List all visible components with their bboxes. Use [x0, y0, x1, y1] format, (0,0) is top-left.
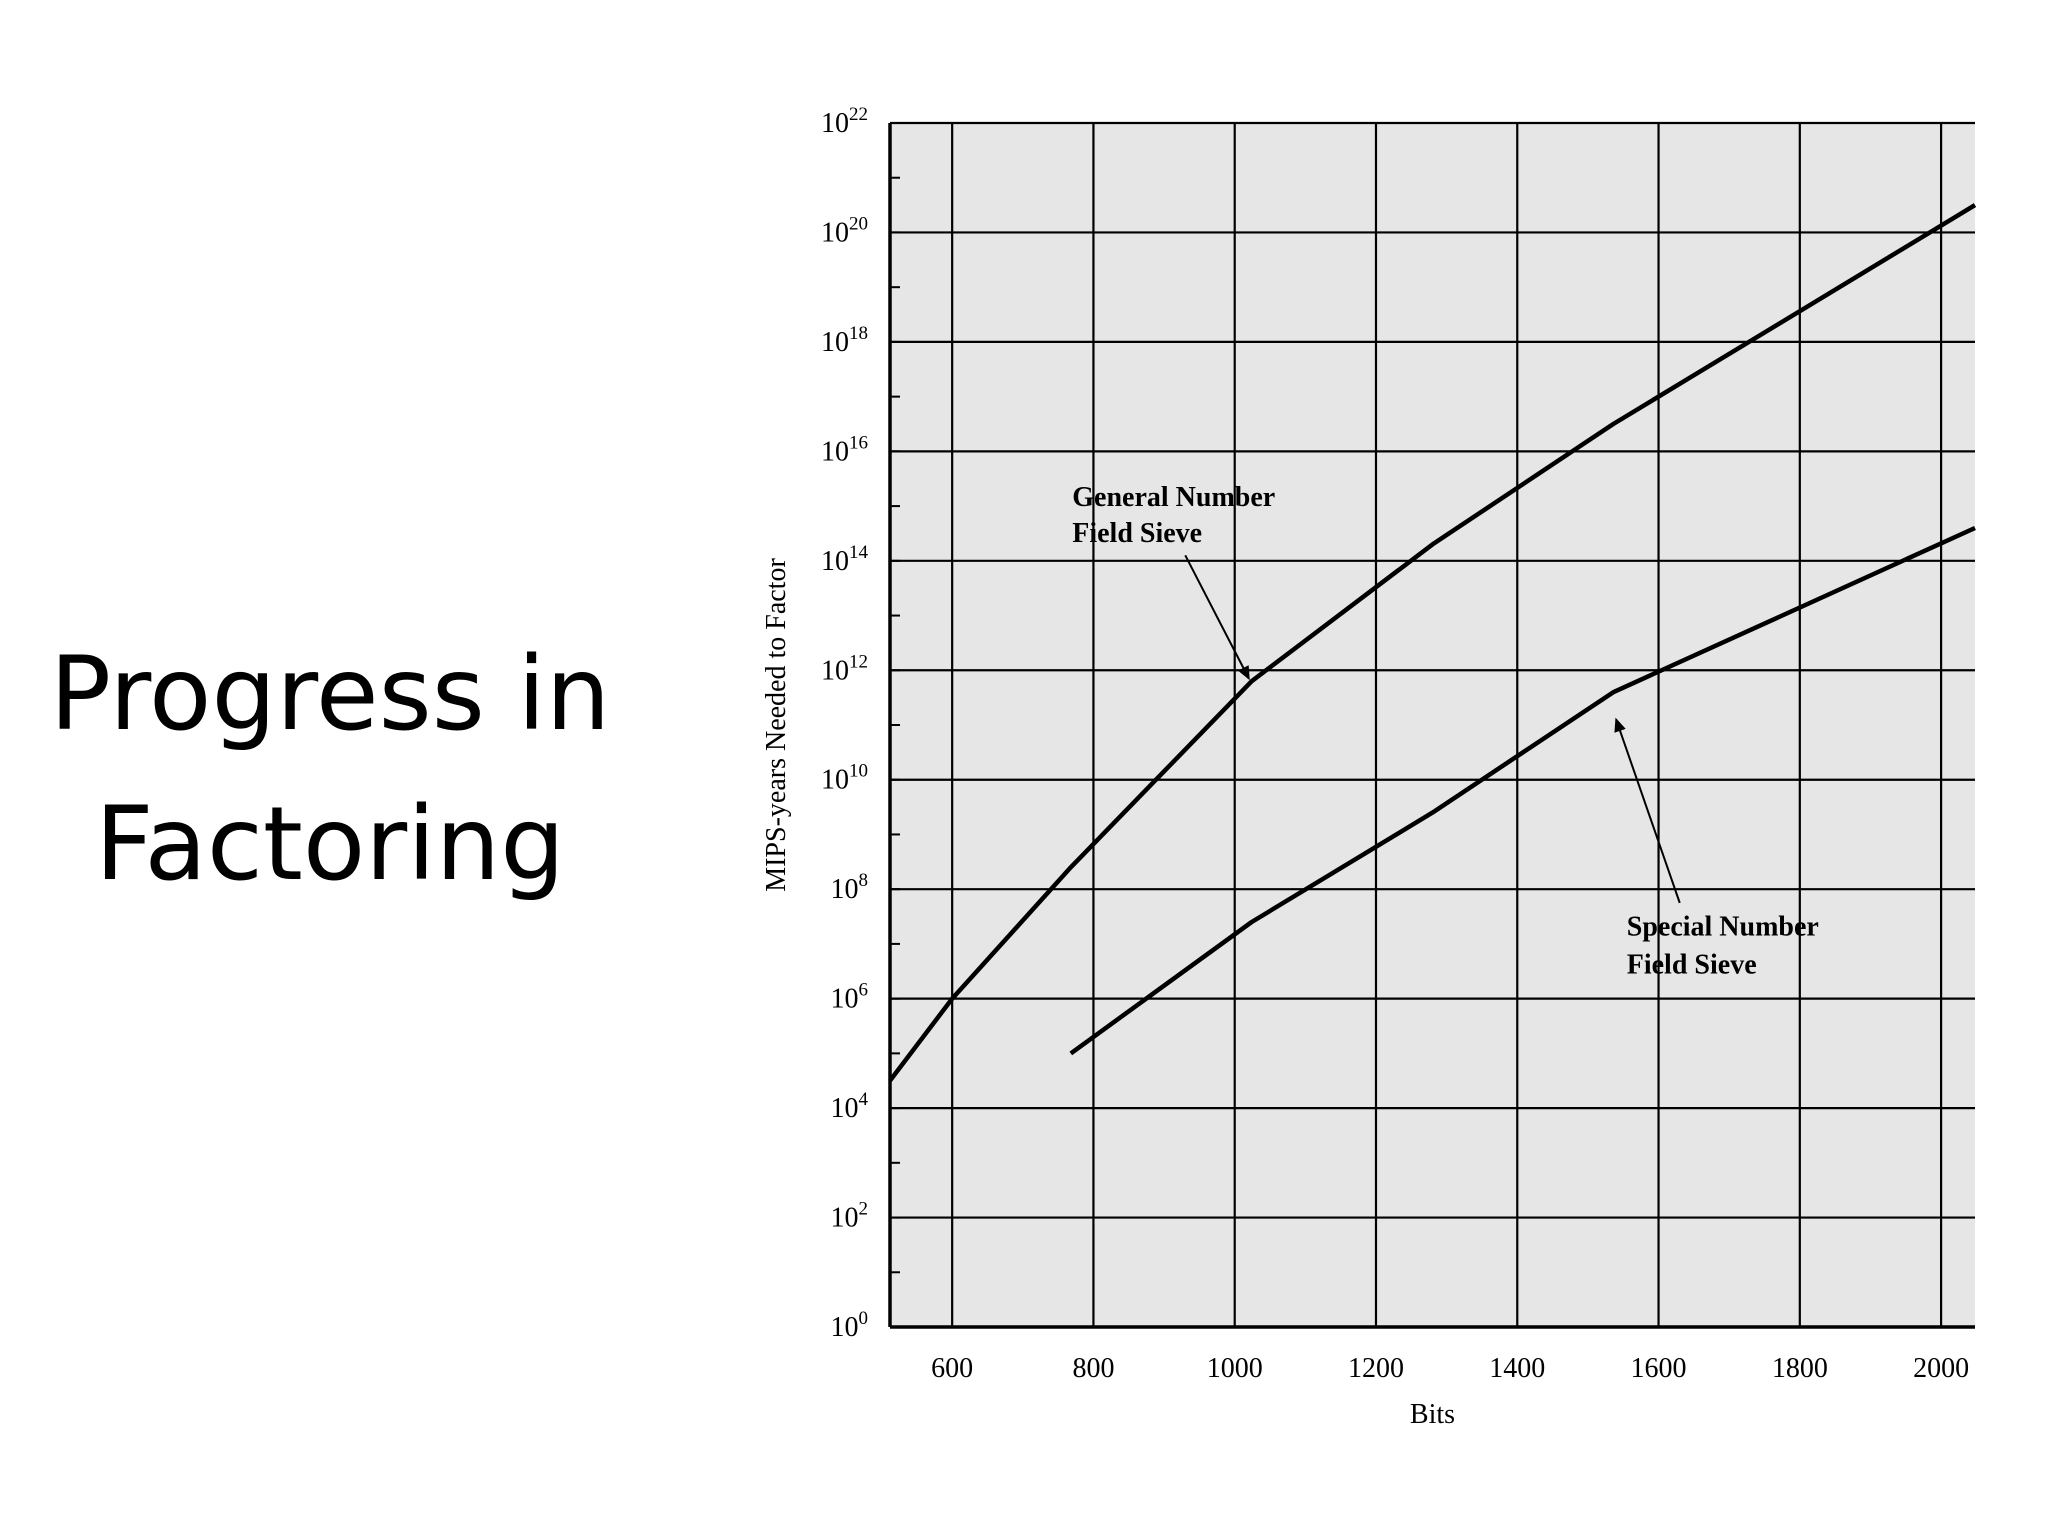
annotation-arrow: [1614, 717, 1681, 904]
series-line-general-nfs: [888, 203, 1977, 1083]
y-tick-label: 108: [831, 870, 869, 905]
y-tick-label: 1012: [821, 651, 868, 686]
x-tick-label: 600: [931, 1353, 973, 1384]
y-tick-label: 1016: [821, 432, 868, 467]
y-tick-label: 1018: [821, 323, 868, 358]
y-tick-label: 1014: [821, 542, 869, 577]
x-tick-label: 1800: [1772, 1353, 1828, 1384]
annotation-label: Field Sieve: [1072, 518, 1202, 549]
y-tick-label: 1020: [821, 213, 868, 248]
y-tick-label: 100: [831, 1308, 869, 1343]
y-tick-label: 1022: [821, 104, 868, 139]
annotation-label: Field Sieve: [1627, 950, 1757, 981]
y-tick-label: 106: [831, 980, 869, 1015]
annotation-arrow: [1184, 554, 1250, 681]
plot-area: [890, 123, 1975, 1327]
x-tick-label: 1600: [1631, 1353, 1687, 1384]
y-tick-label: 1010: [821, 761, 868, 796]
series-line-special-nfs: [1069, 525, 1976, 1056]
y-tick-label: 102: [831, 1199, 869, 1234]
y-tick-label: 104: [831, 1089, 869, 1124]
x-tick-label: 1400: [1489, 1353, 1545, 1384]
x-tick-label: 800: [1072, 1353, 1114, 1384]
slide-title-line-2: Factoring: [95, 785, 565, 904]
slide-title-line-1: Progress in: [49, 635, 611, 754]
x-tick-label: 2000: [1913, 1353, 1969, 1384]
annotation-label: Special Number: [1627, 912, 1819, 943]
x-tick-label: 1200: [1348, 1353, 1404, 1384]
x-axis-title: Bits: [1410, 1399, 1455, 1430]
y-axis-title: MIPS-years Needed to Factor: [761, 558, 792, 892]
slide-title: Progress in Factoring: [20, 620, 640, 920]
x-tick-label: 1000: [1207, 1353, 1263, 1384]
annotation-label: General Number: [1072, 482, 1275, 513]
